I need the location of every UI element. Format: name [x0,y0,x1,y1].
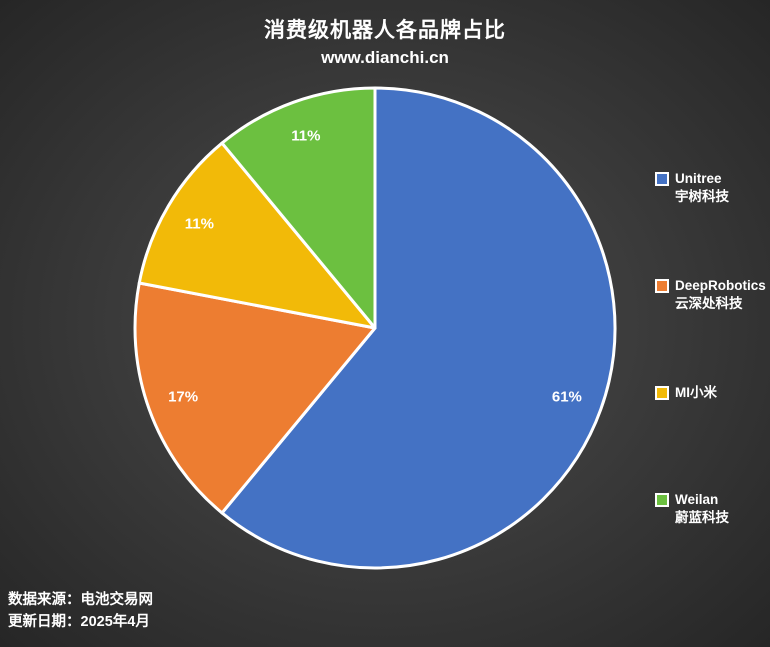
legend-label-cn: 云深处科技 [675,296,743,311]
legend-swatch-icon [655,386,669,400]
legend-label-cn: 蔚蓝科技 [675,510,729,525]
chart-header: 消费级机器人各品牌占比 www.dianchi.cn [0,14,770,68]
legend-swatch-icon [655,172,669,186]
legend-label-en: MI小米 [675,385,717,400]
pie-slice-1[interactable] [133,281,377,515]
slice-label-2: 11% [185,216,214,233]
chart-footer: 数据来源：电池交易网 更新日期：2025年4月 [8,589,153,633]
update-date-text: 更新日期：2025年4月 [8,614,150,630]
slice-label-0: 61% [552,389,582,406]
legend-label: Unitree 宇树科技 [675,170,729,206]
legend-item-0[interactable]: Unitree 宇树科技 [655,170,729,206]
slice-label-1: 17% [168,389,198,406]
legend-label-en: DeepRobotics [675,278,766,293]
legend-swatch-icon [655,493,669,507]
legend-item-2[interactable]: MI小米 [655,384,717,402]
legend-label: Weilan 蔚蓝科技 [675,491,729,527]
data-source-text: 数据来源：电池交易网 [8,592,153,608]
legend-label: DeepRobotics 云深处科技 [675,277,766,313]
chart-subtitle: www.dianchi.cn [321,48,449,67]
pie-slice-3[interactable] [220,86,377,330]
legend-item-1[interactable]: DeepRobotics 云深处科技 [655,277,766,313]
slice-label-3: 11% [291,128,320,145]
legend-swatch-icon [655,279,669,293]
pie-slice-0[interactable] [220,86,617,570]
chart-title: 消费级机器人各品牌占比 [264,19,506,42]
legend-label-en: Weilan [675,492,719,507]
legend-label-en: Unitree [675,171,722,186]
legend-label: MI小米 [675,384,717,402]
legend-item-3[interactable]: Weilan 蔚蓝科技 [655,491,729,527]
legend-label-cn: 宇树科技 [675,189,729,204]
pie-slice-2[interactable] [137,141,377,330]
